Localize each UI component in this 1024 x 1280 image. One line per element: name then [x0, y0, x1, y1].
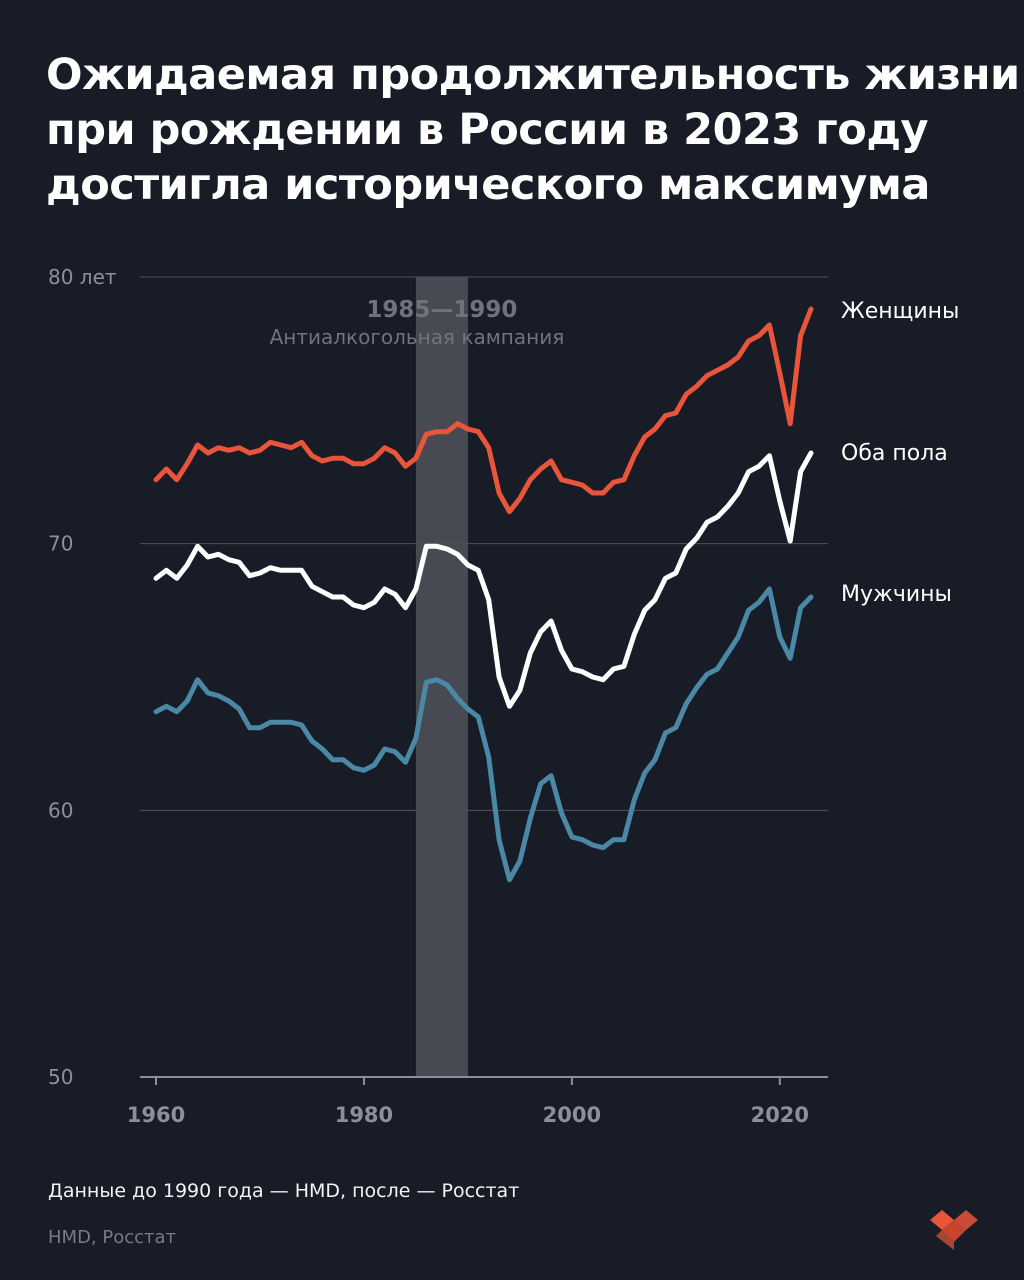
- y-tick-label: 50: [48, 1065, 73, 1089]
- series-line-both: [153, 450, 814, 709]
- line-chart: 80 лет 70 60 50 1960 1980 2000 2020 1985—1990Ант…: [48, 265, 959, 1127]
- x-tick-label: 2020: [751, 1103, 809, 1127]
- data-note: Данные до 1990 года — HMD, после — Росст…: [48, 1180, 520, 1202]
- highlight-caption-label: Антиалкогольная кампания: [270, 325, 565, 349]
- series-label-women: Женщины: [841, 299, 959, 324]
- highlight-band: [415, 277, 468, 1077]
- y-tick-label: 70: [48, 532, 73, 556]
- x-tick-label: 1960: [127, 1103, 185, 1127]
- y-tick-label: 60: [48, 798, 73, 822]
- heart-logo-icon: [930, 1210, 978, 1250]
- chart-title: Ожидаемая продолжительность жизни при ро…: [46, 48, 1020, 213]
- chart-title-line-3: достигла исторического максимума: [46, 160, 930, 210]
- series-line-women: [153, 306, 814, 515]
- y-tick-label: 80 лет: [48, 265, 117, 289]
- series-label-men: Мужчины: [841, 582, 952, 607]
- chart-title-line-1: Ожидаемая продолжительность жизни: [46, 50, 1020, 100]
- series-label-both: Оба пола: [841, 441, 948, 466]
- source-credit: HMD, Росстат: [48, 1227, 177, 1248]
- highlight-years-label: 1985—1990: [366, 297, 517, 323]
- x-tick-label: 1980: [335, 1103, 393, 1127]
- chart-title-line-2: при рождении в России в 2023 году: [46, 105, 929, 155]
- series-line-men: [153, 586, 814, 883]
- x-tick-label: 2000: [543, 1103, 601, 1127]
